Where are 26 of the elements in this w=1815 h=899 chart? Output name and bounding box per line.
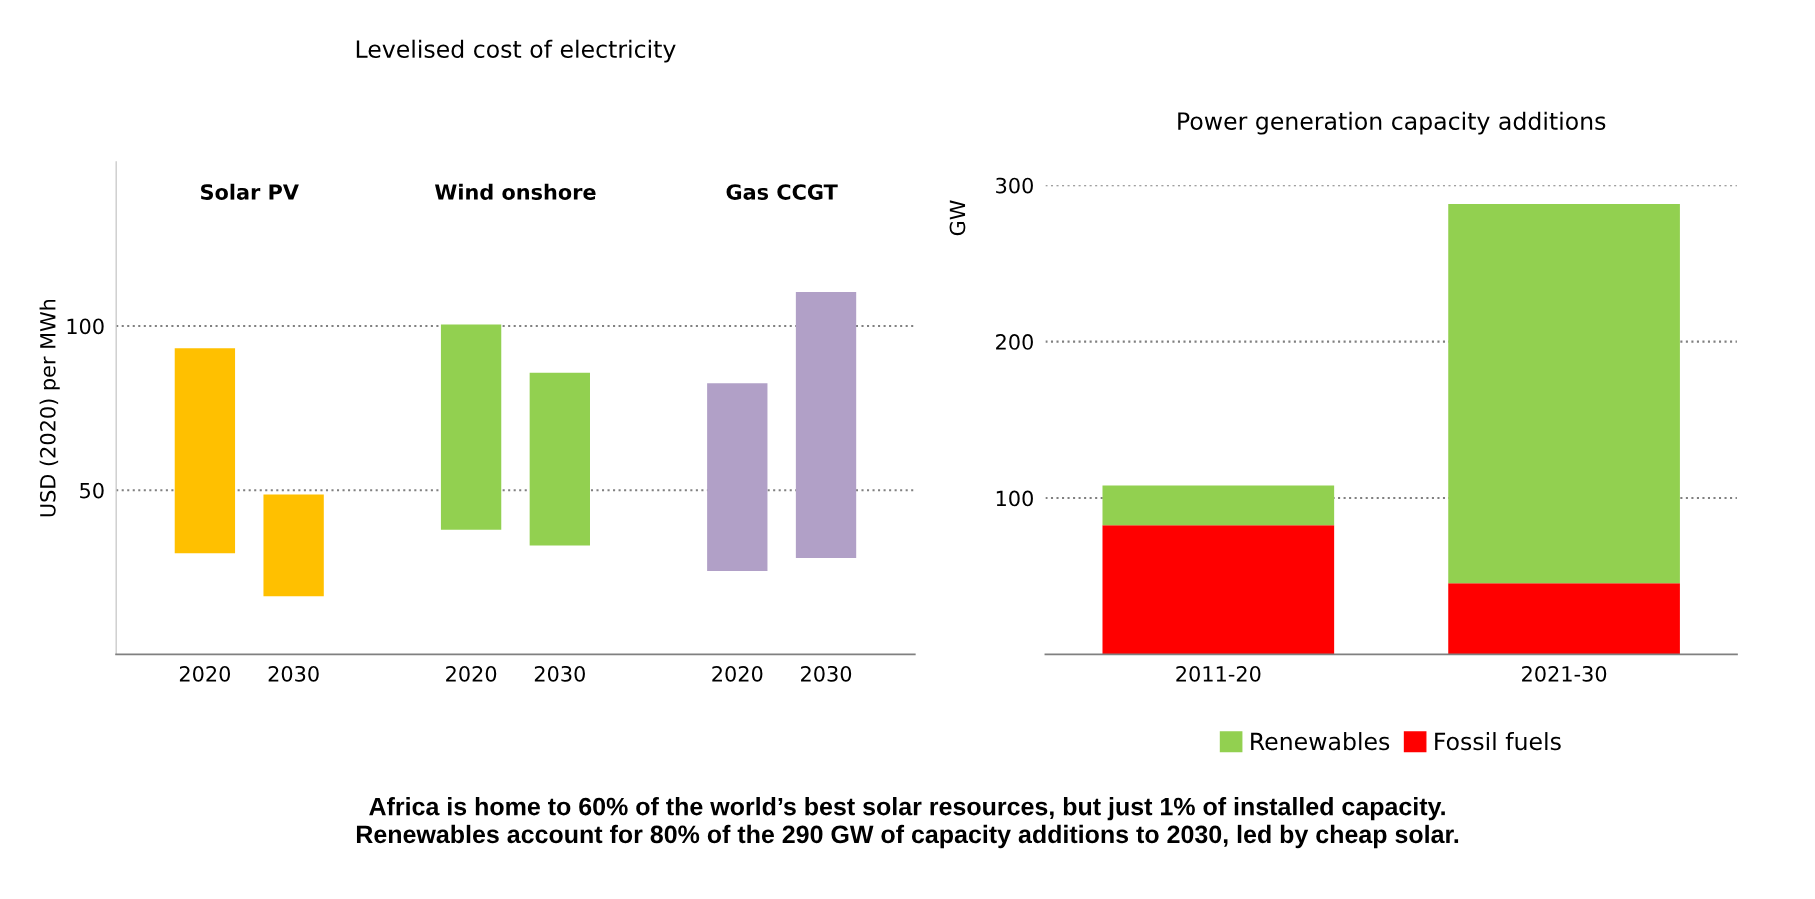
x-tick-label: 2020 [712,665,763,682]
y-tick-label: 300 [996,177,1033,194]
x-tick-label: 2030 [534,665,585,682]
x-tick-label: 2021-30 [1522,665,1607,682]
y-axis-title: USD (2020) per MWh [39,299,60,517]
chart-title: Power generation capacity additions [1178,111,1606,135]
annotation: Solar PV [201,183,299,200]
y-tick-label: 100 [67,318,104,335]
y-tick-label: 50 [80,482,104,499]
text: Africa is home to 60% of the world’s best solar resources, but just 1% of installed capacity. Renewables account for 80% of the 290 GW of capacity additions to 2030, led by cheap solar. [356,797,1459,849]
annotation: Wind onshore [434,183,596,200]
annotation: Gas CCGT [726,184,838,200]
bar [1102,485,1335,526]
x-tick-label: 2020 [179,665,231,682]
bar [1102,525,1335,655]
x-tick-label: 2020 [446,665,497,682]
x-tick-label: 2030 [801,665,852,682]
x-tick-label: 2030 [268,665,319,682]
chart-title: Levelised cost of electricity [356,39,676,63]
y-tick-label: 100 [996,490,1033,507]
y-axis-title: GW [949,200,966,236]
y-tick-label: 200 [996,334,1033,350]
legend-label: Fossil fuels [1435,732,1561,751]
x-tick-label: 2011-20 [1176,665,1261,682]
legend-label: Renewables [1251,732,1390,751]
bar [1448,583,1680,655]
